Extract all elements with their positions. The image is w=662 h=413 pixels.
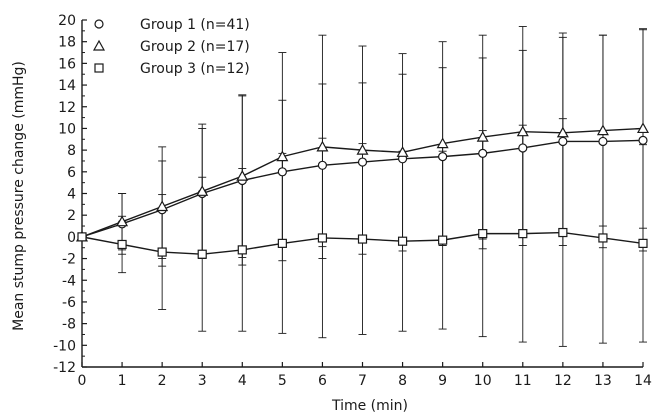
marker-square xyxy=(598,233,608,243)
y-tick-label: 20 xyxy=(58,13,76,29)
x-tick-label: 4 xyxy=(238,373,247,389)
y-tick-label: 10 xyxy=(58,121,76,137)
marker-square xyxy=(117,239,127,250)
marker-triangle xyxy=(636,122,650,134)
legend-label: Group 1 (n=41) xyxy=(140,17,250,33)
marker-square xyxy=(518,229,528,239)
marker-circle xyxy=(317,160,328,170)
marker-circle xyxy=(518,143,528,153)
x-axis: 0 1 2 3 4 5 6 7 8 9 10 11 12 13 14 xyxy=(78,362,652,389)
marker-triangle xyxy=(596,124,609,136)
x-axis-label: Time (min) xyxy=(331,398,408,413)
marker-triangle xyxy=(156,200,169,212)
marker-circle xyxy=(277,167,287,177)
y-tick-label: 6 xyxy=(67,165,76,181)
legend-marker-triangle xyxy=(92,39,106,51)
marker-square xyxy=(397,236,408,246)
marker-triangle xyxy=(556,126,569,138)
x-tick-label: 2 xyxy=(158,373,167,389)
marker-square xyxy=(638,238,648,248)
y-tick-label: 0 xyxy=(67,230,76,246)
marker-square xyxy=(157,247,167,257)
legend-label: Group 2 (n=17) xyxy=(140,39,250,55)
x-tick-label: 13 xyxy=(594,373,612,389)
marker-square xyxy=(438,235,448,245)
legend: Group 1 (n=41) Group 2 (n=17) Group 3 (n=1… xyxy=(92,17,250,77)
y-tick-label: -4 xyxy=(62,273,76,289)
y-tick-label: 12 xyxy=(58,100,76,116)
y-tick-label: -6 xyxy=(62,295,76,311)
y-tick-label: 2 xyxy=(67,208,76,224)
legend-label: Group 3 (n=12) xyxy=(140,61,250,77)
y-tick-label: 8 xyxy=(67,143,76,159)
x-tick-label: 7 xyxy=(358,373,367,389)
marker-square xyxy=(357,234,368,244)
marker-circle xyxy=(558,136,568,147)
marker-square xyxy=(277,238,287,248)
y-axis: -12 -10 -8 -6 -4 -2 0 2 4 6 8 10 12 14 16 18 20 xyxy=(53,13,87,376)
marker-triangle xyxy=(436,137,449,149)
y-tick-label: -2 xyxy=(62,252,76,268)
marker-square xyxy=(197,249,207,259)
x-tick-label: 3 xyxy=(198,373,207,389)
marker-triangle xyxy=(236,169,249,181)
marker-circle xyxy=(478,148,488,158)
y-axis-label: Mean stump pressure change (mmHg) xyxy=(11,61,27,331)
x-tick-label: 10 xyxy=(474,373,492,389)
y-tick-label: -8 xyxy=(62,317,76,333)
marker-circle xyxy=(638,135,648,145)
y-tick-label: 4 xyxy=(67,187,76,203)
x-tick-label: 5 xyxy=(278,373,287,389)
marker-triangle xyxy=(196,185,209,196)
marker-circle xyxy=(438,152,448,162)
y-tick-label: -10 xyxy=(53,338,76,354)
marker-square xyxy=(237,245,247,255)
marker-square xyxy=(478,229,488,239)
marker-circle xyxy=(598,136,608,147)
x-tick-label: 6 xyxy=(318,373,327,389)
marker-circle xyxy=(357,157,368,167)
x-tick-label: 14 xyxy=(634,373,652,389)
x-tick-label: 9 xyxy=(438,373,447,389)
y-tick-label: 14 xyxy=(58,78,76,94)
marker-triangle xyxy=(516,125,529,137)
marker-square xyxy=(77,232,87,242)
marker-triangle xyxy=(476,130,489,142)
y-tick-label: -12 xyxy=(53,360,76,376)
x-tick-label: 12 xyxy=(554,373,572,389)
marker-square xyxy=(317,233,328,243)
marker-triangle xyxy=(396,146,409,157)
marker-triangle xyxy=(316,140,329,152)
y-tick-label: 18 xyxy=(58,35,76,51)
x-tick-label: 8 xyxy=(398,373,407,389)
legend-marker-square xyxy=(94,63,104,73)
marker-triangle xyxy=(356,143,369,155)
x-tick-label: 1 xyxy=(118,373,127,389)
y-tick-label: 16 xyxy=(58,56,76,72)
legend-marker-circle xyxy=(94,19,104,29)
x-tick-label: 0 xyxy=(78,373,87,389)
marker-square xyxy=(558,227,568,238)
marker-triangle xyxy=(276,150,289,162)
series-markers xyxy=(75,122,650,259)
x-tick-label: 11 xyxy=(514,373,532,389)
marker-triangle xyxy=(116,215,129,227)
